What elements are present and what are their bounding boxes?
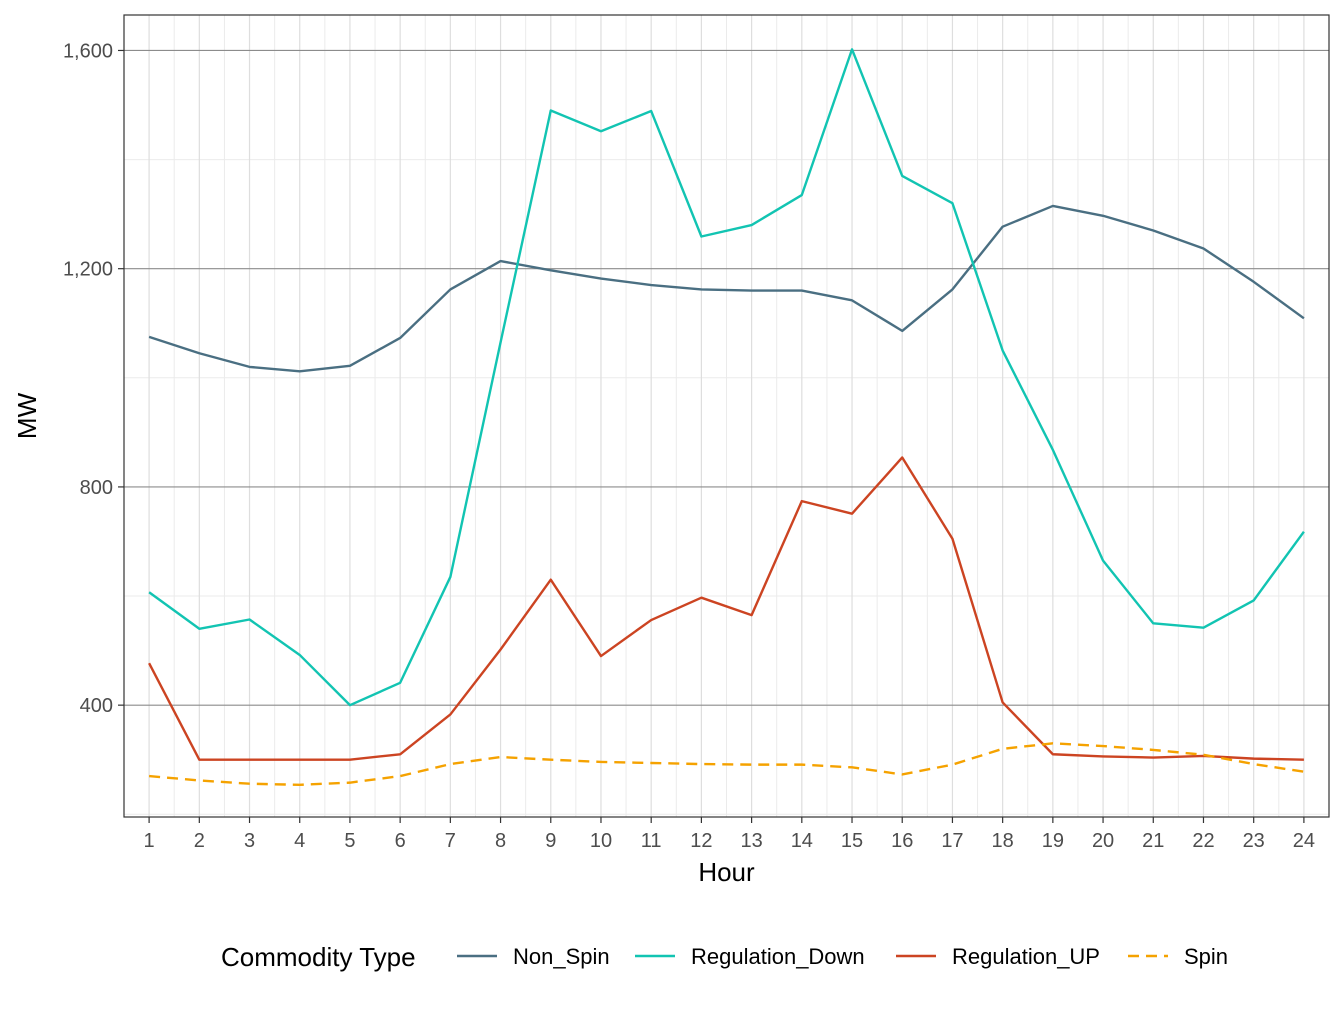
legend: Commodity Type Non_Spin Regulation_Down Re… <box>221 942 1228 972</box>
x-tick-label: 13 <box>740 830 762 852</box>
x-axis-title: Hour <box>698 857 755 887</box>
major-gridlines <box>124 15 1329 817</box>
x-tick-label: 21 <box>1142 830 1164 852</box>
x-tick-label: 24 <box>1293 830 1315 852</box>
x-tick-label: 9 <box>545 830 556 852</box>
legend-label-regulation-down: Regulation_Down <box>691 944 865 969</box>
x-tick-label: 5 <box>344 830 355 852</box>
x-tick-label: 14 <box>791 830 813 852</box>
x-tick-label: 8 <box>495 830 506 852</box>
minor-gridlines <box>124 15 1329 817</box>
x-tick-label: 10 <box>590 830 612 852</box>
x-axis-ticks: 1 2 3 4 5 6 7 8 9 10 11 12 13 14 15 16 17 18 19 20 21 22 23 24 <box>144 817 1315 852</box>
x-tick-label: 11 <box>641 830 662 852</box>
series-line-regulation-up <box>148 456 1304 761</box>
plot-panel-border <box>123 14 1330 818</box>
y-tick-label: 800 <box>80 477 113 499</box>
series-lines <box>148 48 1305 787</box>
series-line-spin <box>148 742 1305 787</box>
x-tick-label: 2 <box>194 830 205 852</box>
y-axis-ticks: 400 800 1,200 1,600 <box>63 40 124 717</box>
x-tick-label: 1 <box>144 830 155 852</box>
x-tick-label: 18 <box>992 830 1014 852</box>
series-line-non-spin <box>148 204 1305 373</box>
y-axis-title: MW <box>12 392 42 439</box>
x-tick-label: 20 <box>1092 830 1114 852</box>
x-tick-label: 12 <box>690 830 712 852</box>
x-tick-label: 22 <box>1192 830 1214 852</box>
legend-label-regulation-up: Regulation_UP <box>952 944 1100 969</box>
legend-label-non-spin: Non_Spin <box>513 944 610 969</box>
y-tick-label: 1,600 <box>63 40 113 62</box>
legend-label-spin: Spin <box>1184 944 1228 969</box>
x-tick-label: 19 <box>1042 830 1064 852</box>
x-tick-label: 23 <box>1243 830 1265 852</box>
x-tick-label: 15 <box>841 830 863 852</box>
x-tick-label: 4 <box>294 830 305 852</box>
series-line-regulation-down <box>148 48 1305 707</box>
x-tick-label: 6 <box>395 830 406 852</box>
x-tick-label: 7 <box>445 830 456 852</box>
x-tick-label: 16 <box>891 830 913 852</box>
legend-title: Commodity Type <box>221 942 416 972</box>
x-tick-label: 17 <box>941 830 963 852</box>
x-tick-label: 3 <box>244 830 255 852</box>
y-tick-label: 1,200 <box>63 259 113 281</box>
y-tick-label: 400 <box>80 695 113 717</box>
